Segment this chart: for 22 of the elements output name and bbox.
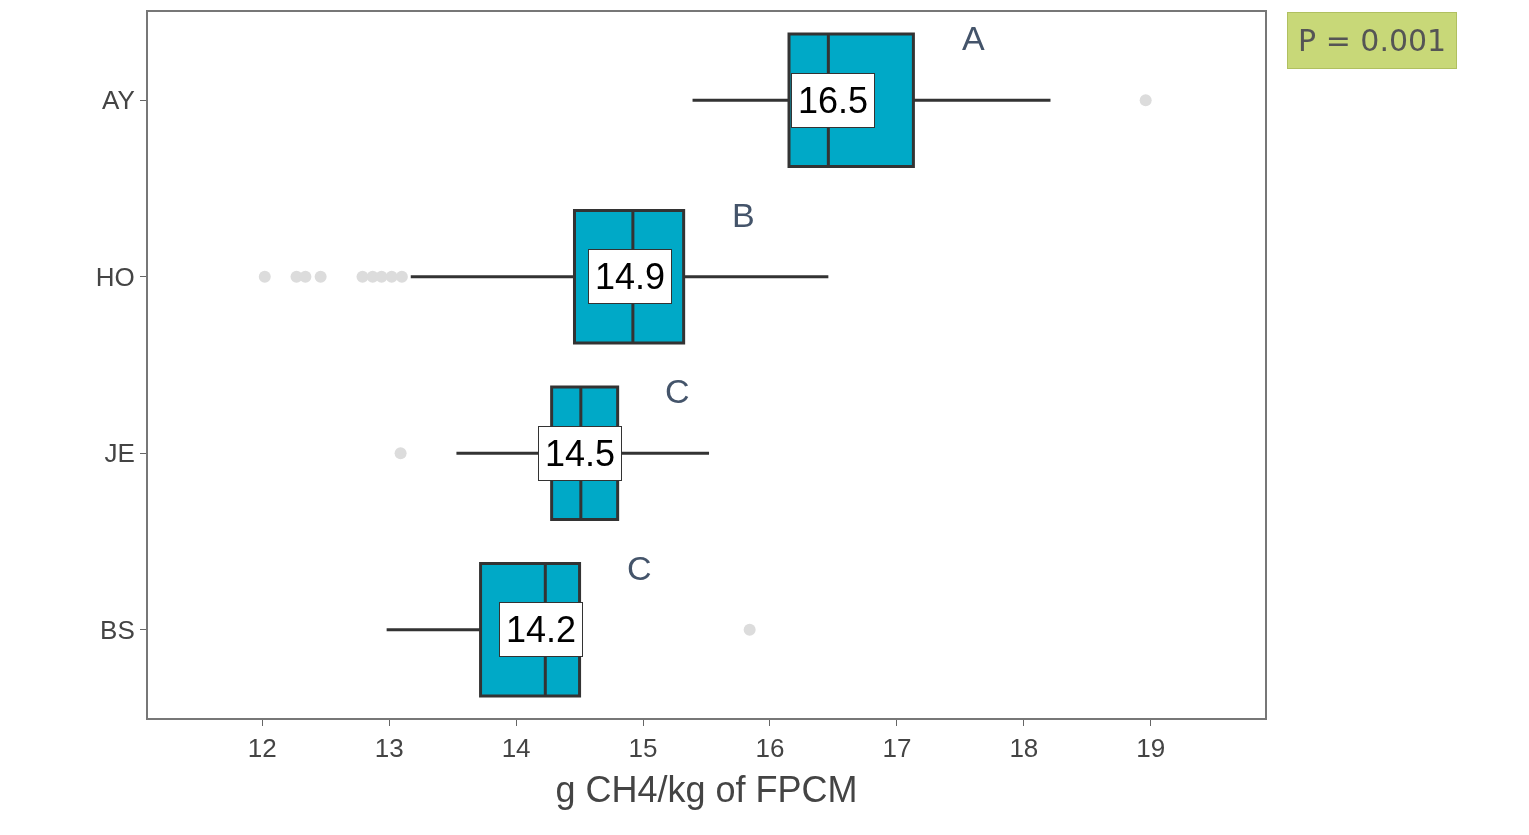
y-tick-label: JE: [104, 438, 135, 469]
x-tick-label: 19: [1136, 733, 1166, 764]
y-tick-label: HO: [95, 261, 135, 292]
x-tick-label: 13: [374, 733, 404, 764]
annotation: 16.5: [798, 80, 869, 121]
x-tick-label: 14: [501, 733, 531, 764]
x-tick-label: 16: [755, 733, 785, 764]
annotation: C: [627, 549, 652, 587]
x-tick-label: 17: [882, 733, 912, 764]
text: P = 0.001: [1298, 23, 1447, 58]
annotation: B: [732, 196, 755, 234]
annotation: C: [665, 372, 690, 410]
annotation: 14.5: [545, 433, 616, 474]
annotation: 14.9: [595, 256, 666, 297]
x-tick-label: 15: [628, 733, 658, 764]
y-tick-label: BS: [100, 614, 135, 645]
annotation: 14.2: [506, 609, 577, 650]
y-tick-label: AY: [102, 85, 135, 116]
x-tick-label: 18: [1009, 733, 1039, 764]
x-tick-label: 12: [247, 733, 277, 764]
x-axis-title: g CH4/kg of FPCM: [555, 769, 858, 811]
annotation: A: [962, 19, 985, 57]
